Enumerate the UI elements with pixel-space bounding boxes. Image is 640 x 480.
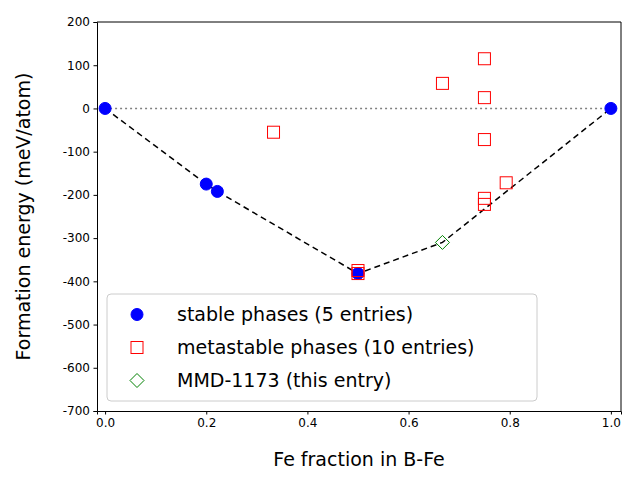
point — [352, 268, 364, 280]
tick-label: -500 — [63, 318, 90, 332]
y-axis-title: Formation energy (meV/atom) — [12, 73, 34, 361]
tick-mark — [94, 411, 98, 412]
line — [105, 108, 611, 273]
tick-label: -300 — [63, 231, 90, 245]
legend-label: stable phases (5 entries) — [177, 303, 413, 325]
point — [435, 235, 449, 249]
tick: 0.6 — [400, 411, 419, 430]
x-axis: 0.0 0.2 0.4 0.6 0.8 1.0 — [96, 411, 621, 430]
tick-mark — [94, 281, 98, 282]
tick-mark — [94, 238, 98, 239]
chart: 0.0 0.2 0.4 0.6 0.8 1.0 -700 -600 -500 -400 -300 -2… — [0, 0, 640, 480]
tick: 0 — [82, 102, 97, 116]
tick: -400 — [63, 275, 97, 289]
tick-label: 0.2 — [197, 416, 216, 430]
tick: -200 — [63, 188, 97, 202]
point — [478, 53, 490, 65]
line — [105, 108, 611, 110]
axis-line — [94, 23, 98, 412]
tick-mark — [94, 368, 98, 369]
tick-mark — [94, 65, 98, 66]
tick-label: -600 — [63, 361, 90, 375]
tick: 0.4 — [298, 411, 317, 430]
tick-label: 0.0 — [96, 416, 115, 430]
legend-marker — [131, 309, 143, 321]
tick-label: -400 — [63, 275, 90, 289]
tick: 0.2 — [197, 411, 216, 430]
tick-label: 100 — [67, 59, 90, 73]
tick: 200 — [67, 15, 97, 29]
tick: -600 — [63, 361, 97, 375]
tick-mark — [94, 325, 98, 326]
point — [605, 102, 617, 114]
tick-label: 0 — [82, 102, 90, 116]
point — [352, 268, 364, 280]
frame — [97, 22, 621, 23]
x-axis-title: Fe fraction in B-Fe — [273, 448, 444, 470]
legend-marker — [130, 374, 144, 388]
legend: stable phases (5 entries) metastable phas… — [107, 294, 537, 401]
tick-label: -700 — [63, 404, 90, 418]
tick-mark — [611, 411, 612, 415]
tick: 0.8 — [501, 411, 520, 430]
tick-mark — [94, 152, 98, 153]
tick: 0.0 — [96, 411, 115, 430]
axis-line — [98, 412, 622, 415]
frame — [621, 22, 622, 411]
point — [211, 185, 223, 197]
point — [352, 265, 364, 277]
legend-label: metastable phases (10 entries) — [177, 336, 475, 358]
tick-mark — [94, 22, 98, 23]
plot-area — [99, 53, 617, 280]
tick-mark — [94, 108, 98, 109]
tick-mark — [307, 411, 308, 415]
legend-label: MMD-1173 (this entry) — [177, 369, 391, 391]
tick: -300 — [63, 231, 97, 245]
tick: -700 — [63, 404, 97, 418]
tick-label: -200 — [63, 188, 90, 202]
point — [268, 126, 280, 138]
tick-label: 1.0 — [602, 416, 621, 430]
tick: -100 — [63, 145, 97, 159]
tick: 1.0 — [602, 411, 621, 430]
point — [478, 134, 490, 146]
tick-label: -100 — [63, 145, 90, 159]
tick-label: 0.4 — [298, 416, 317, 430]
point — [500, 177, 512, 189]
y-axis: -700 -600 -500 -400 -300 -200 -100 0 100 200 — [63, 15, 98, 418]
point — [200, 178, 212, 190]
tick: -500 — [63, 318, 97, 332]
tick-mark — [94, 195, 98, 196]
tick-mark — [409, 411, 410, 415]
tick-label: 200 — [67, 15, 90, 29]
tick: 100 — [67, 59, 97, 73]
tick-label: 0.8 — [501, 416, 520, 430]
point — [478, 198, 490, 210]
tick-mark — [206, 411, 207, 415]
tick-label: 0.6 — [400, 416, 419, 430]
legend-marker — [131, 342, 143, 354]
tick-mark — [510, 411, 511, 415]
point — [99, 102, 111, 114]
point — [478, 92, 490, 104]
legend-box — [107, 294, 537, 401]
tick-mark — [105, 411, 106, 415]
point — [436, 77, 448, 89]
